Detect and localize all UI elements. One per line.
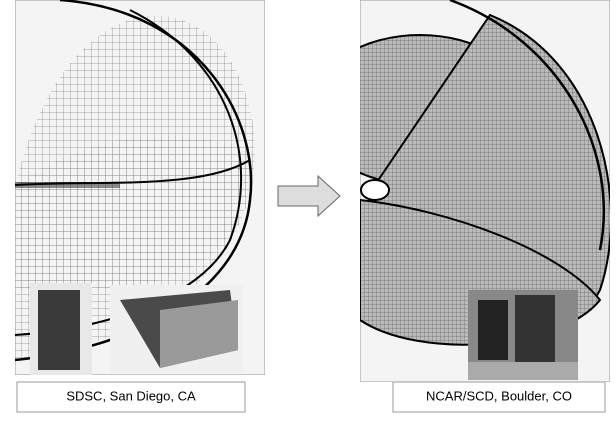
site-label: NCAR/SCD, Boulder, CO [426, 388, 572, 403]
page: SDSC, San Diego, CA NCAR/SCD, Boulder, C… [0, 0, 616, 434]
arrow [278, 176, 340, 216]
figure: SDSC, San Diego, CA NCAR/SCD, Boulder, C… [0, 0, 616, 434]
right-mesh-panel [310, 0, 611, 382]
site-label: SDSC, San Diego, CA [66, 388, 196, 403]
left-mesh-panel [15, 0, 265, 375]
